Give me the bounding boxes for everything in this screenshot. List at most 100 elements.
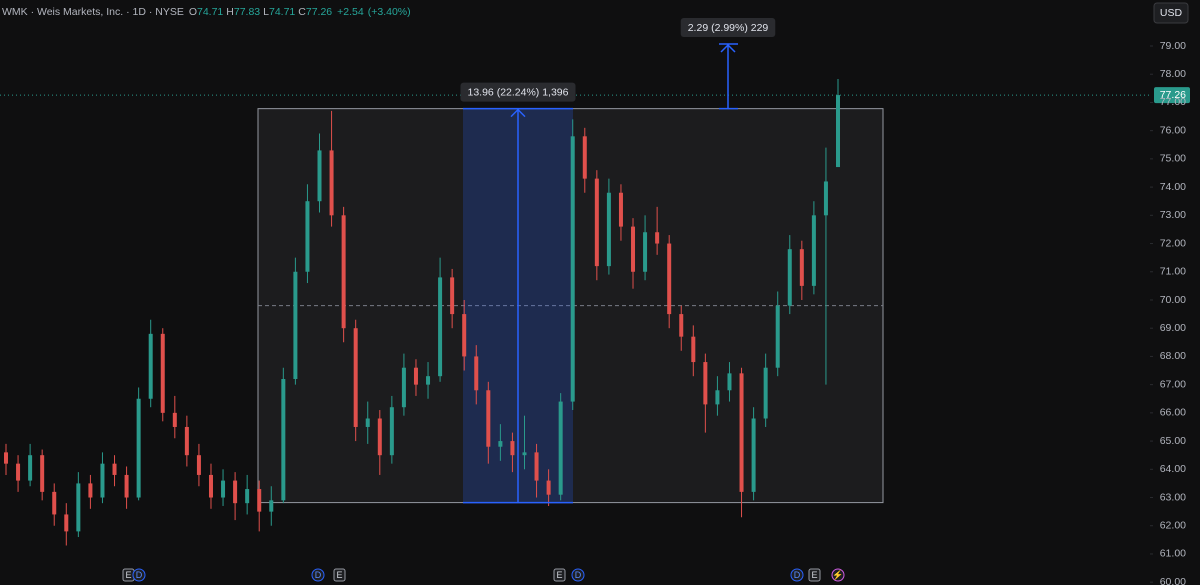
candle-body [341, 215, 346, 329]
candle-body [329, 150, 334, 216]
y-tick-label: 61.00 [1160, 548, 1186, 560]
y-tick-label: 68.00 [1160, 350, 1186, 362]
y-tick-label: 79.00 [1160, 40, 1186, 52]
candle-body [763, 367, 768, 419]
candle-body [124, 474, 129, 498]
candle-body [667, 243, 672, 315]
last-price-box [1154, 87, 1190, 104]
candle-body [751, 418, 756, 492]
y-tick-label: 66.00 [1160, 407, 1186, 419]
candle-body [377, 418, 382, 456]
candle-body [546, 480, 551, 495]
change-percent: (+3.40%) [368, 6, 411, 18]
measure-label-box [680, 18, 776, 38]
candle-body [148, 333, 153, 399]
measure-label-box [460, 82, 576, 102]
candle-body [305, 201, 310, 272]
last-price-label: 77.26 [1160, 89, 1186, 101]
candle-body [462, 314, 467, 357]
candle-body [450, 277, 455, 315]
y-tick-label: 76.00 [1160, 124, 1186, 136]
dividend-icon[interactable] [571, 568, 585, 582]
candle-body [365, 418, 370, 427]
candle-body [112, 463, 117, 475]
dividend-icon[interactable] [790, 568, 804, 582]
currency[interactable]: USD [1160, 7, 1183, 19]
candle-body [510, 441, 515, 456]
overlay: 77.26 13.96 (22.24%) 1,396 2.29 (2.99%) 22… [0, 18, 1190, 504]
legend-value: 74.71 [269, 6, 295, 18]
price-axis: 60.00 61.00 62.00 63.00 64.00 65.00 66.00 67.00… [1150, 40, 1186, 585]
event-label[interactable]: ⚡ [832, 569, 843, 581]
y-tick-label: 62.00 [1160, 520, 1186, 532]
candle-body [679, 314, 684, 337]
legend-key: O [189, 6, 197, 18]
y-tick-label: 71.00 [1160, 266, 1186, 278]
y-tick-label: 74.00 [1160, 181, 1186, 193]
candle-body [522, 452, 527, 456]
y-tick-label: 64.00 [1160, 463, 1186, 475]
legend-value: 77.26 [306, 6, 332, 18]
event-label[interactable]: E [556, 570, 562, 580]
candle-body [836, 95, 840, 168]
legend-key: L [263, 6, 269, 18]
candle-body [703, 362, 708, 405]
event-label[interactable]: E [125, 570, 131, 580]
candle-body [100, 463, 105, 498]
candle-body [64, 514, 69, 532]
candle-body [534, 452, 539, 481]
y-tick-label: 67.00 [1160, 378, 1186, 390]
candle-body [245, 489, 250, 504]
event-label[interactable]: D [794, 570, 801, 580]
event-label[interactable]: E [811, 570, 817, 580]
event-label[interactable]: D [575, 570, 582, 580]
candle-body [221, 480, 226, 498]
event-label[interactable]: D [136, 570, 143, 580]
events: E D D E E D D E ⚡ [122, 568, 845, 582]
candle-body [582, 136, 587, 179]
y-tick-label: 77.00 [1160, 96, 1186, 108]
symbol: WMK · Weis Markets, Inc. · 1D · NYSE [2, 6, 184, 18]
news-icon[interactable] [831, 568, 845, 582]
dividend-icon[interactable] [132, 568, 146, 582]
legend: WMK · Weis Markets, Inc. · 1D · NYSE O 74… [2, 6, 411, 18]
candle-body [353, 328, 358, 427]
candles [4, 79, 840, 546]
candle-body [594, 178, 599, 267]
candle-body [691, 336, 696, 363]
candle-body [558, 401, 563, 495]
candle-body [172, 412, 177, 427]
candle-body [136, 398, 141, 498]
measure-label: 13.96 (22.24%) 1,396 [468, 86, 569, 98]
candle-body [486, 390, 491, 447]
candle-body [160, 333, 165, 413]
event-label[interactable]: E [336, 570, 342, 580]
event-label[interactable]: D [315, 570, 322, 580]
candle-body [293, 271, 298, 379]
dividend-icon[interactable] [311, 568, 325, 582]
earnings-icon[interactable] [333, 568, 346, 582]
candle-body [498, 441, 503, 447]
legend-key: H [226, 6, 234, 18]
currency-button[interactable] [1153, 2, 1189, 24]
legend-value: 74.71 [197, 6, 223, 18]
candle-body [727, 373, 732, 391]
measure-label: 2.29 (2.99%) 229 [688, 22, 769, 34]
y-tick-label: 75.00 [1160, 153, 1186, 165]
y-tick-label: 69.00 [1160, 322, 1186, 334]
candle-body [413, 367, 418, 385]
y-tick-label: 63.00 [1160, 491, 1186, 503]
candle-body [811, 215, 816, 286]
earnings-icon[interactable] [808, 568, 821, 582]
earnings-icon[interactable] [553, 568, 566, 582]
legend-value: 77.83 [234, 6, 260, 18]
candle-body [269, 500, 274, 512]
candle-body [606, 192, 611, 267]
candle-body [28, 455, 33, 481]
change: +2.54 [337, 6, 364, 18]
candle-body [474, 356, 479, 391]
candle-body [88, 483, 93, 498]
y-tick-label: 72.00 [1160, 237, 1186, 249]
y-tick-label: 60.00 [1160, 576, 1186, 585]
